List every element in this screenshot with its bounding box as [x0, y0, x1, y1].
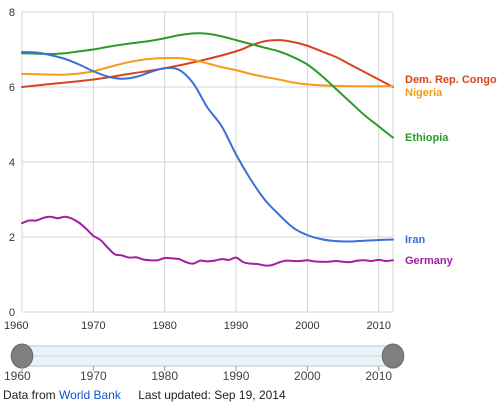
- x-tick-label: 1970: [81, 320, 105, 332]
- slider-tick-label: 1960: [4, 369, 31, 383]
- x-tick-label: 1980: [152, 320, 176, 332]
- x-tick-label: 1990: [224, 320, 248, 332]
- series-line-iran[interactable]: [21, 51, 394, 243]
- series-label-germany: Germany: [405, 255, 454, 267]
- slider-tick-label: 1970: [80, 369, 107, 383]
- series-label-dem-rep-congo: Dem. Rep. Congo: [405, 74, 497, 86]
- series-line-dem-rep-congo[interactable]: [21, 39, 394, 88]
- x-tick-label: 1960: [4, 320, 28, 332]
- series-line-ethiopia[interactable]: [21, 32, 394, 139]
- x-tick-label: 2000: [295, 320, 319, 332]
- series-label-iran: Iran: [405, 234, 425, 246]
- x-tick-label: 2010: [366, 320, 390, 332]
- range-slider-left-handle[interactable]: [10, 343, 34, 369]
- y-tick-label: 2: [9, 232, 15, 244]
- source-link[interactable]: World Bank: [59, 388, 121, 402]
- last-updated: Last updated: Sep 19, 2014: [138, 388, 286, 402]
- y-tick-label: 0: [9, 307, 15, 319]
- footer: Data from World Bank Last updated: Sep 1…: [3, 388, 286, 402]
- series-label-nigeria: Nigeria: [405, 87, 443, 99]
- series-line-germany[interactable]: [21, 215, 394, 267]
- source-prefix: Data from: [3, 388, 56, 402]
- y-tick-label: 8: [9, 7, 15, 19]
- range-slider-right-handle[interactable]: [381, 343, 405, 369]
- slider-tick-label: 2010: [365, 369, 392, 383]
- slider-tick-label: 1990: [223, 369, 250, 383]
- slider-tick-label: 2000: [294, 369, 321, 383]
- y-tick-label: 4: [9, 157, 15, 169]
- series-label-ethiopia: Ethiopia: [405, 132, 449, 144]
- slider-tick-label: 1980: [151, 369, 178, 383]
- y-tick-label: 6: [9, 82, 15, 94]
- series-line-nigeria[interactable]: [21, 56, 394, 88]
